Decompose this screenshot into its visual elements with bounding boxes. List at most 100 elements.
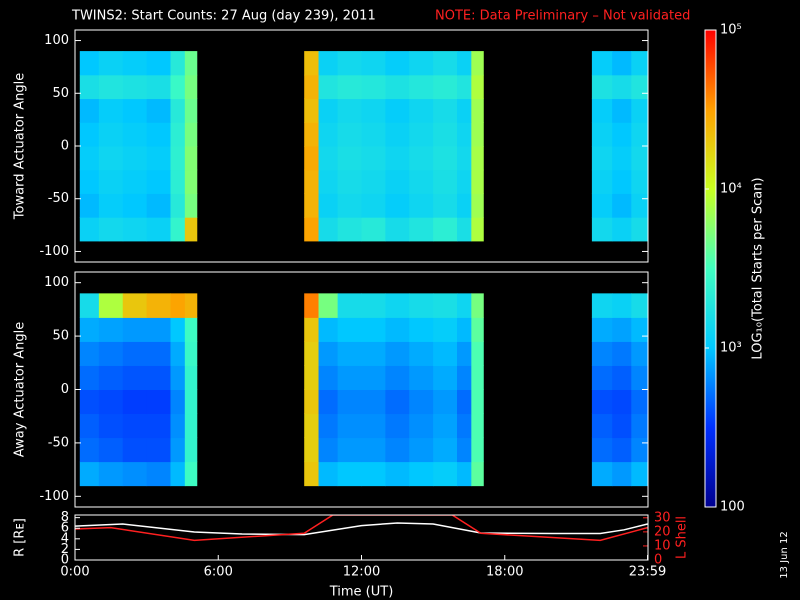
- heat-cell: [612, 437, 632, 463]
- heat-cell: [98, 98, 124, 123]
- heat-cell: [304, 98, 320, 123]
- heat-cell: [146, 169, 171, 194]
- heat-cell: [471, 169, 484, 194]
- heat-cell: [457, 74, 472, 100]
- heat-cell: [184, 217, 198, 242]
- heat-cell: [337, 317, 362, 342]
- heat-cell: [612, 365, 632, 390]
- heat-cell: [79, 365, 100, 390]
- heat-cell: [471, 146, 484, 171]
- heat-cell: [457, 51, 472, 76]
- heat-cell: [471, 74, 484, 100]
- heat-cell: [471, 51, 484, 76]
- heat-cell: [79, 193, 100, 218]
- heat-cell: [318, 317, 339, 342]
- heat-cell: [318, 461, 339, 487]
- heat-cell: [612, 293, 632, 318]
- heat-cell: [591, 461, 613, 487]
- date-stamp: 13 Jun 12: [779, 531, 790, 578]
- heat-cell: [385, 365, 410, 390]
- plot-frame: [74, 514, 649, 561]
- y-tick-label: 50: [52, 329, 69, 344]
- heat-cell: [457, 437, 472, 463]
- heat-cell: [591, 169, 613, 194]
- heat-cell: [146, 413, 171, 439]
- heat-cell: [122, 317, 148, 342]
- chart-title: TWINS2: Start Counts: 27 Aug (day 239), …: [71, 9, 376, 24]
- heat-cell: [612, 461, 632, 487]
- heat-cell: [631, 293, 649, 318]
- heat-cell: [631, 413, 649, 439]
- heat-cell: [98, 74, 124, 100]
- line-series: [75, 522, 648, 536]
- heat-cell: [591, 98, 613, 123]
- heat-cell: [184, 317, 198, 342]
- heat-cell: [361, 437, 386, 463]
- heat-cell: [409, 365, 434, 390]
- heat-cell: [385, 122, 410, 147]
- heat-cell: [79, 413, 100, 439]
- y-axis-label: Toward Actuator Angle: [13, 73, 28, 220]
- colorbar-label: LOG₁₀(Total Starts per Scan): [751, 177, 766, 359]
- heat-cell: [170, 51, 186, 76]
- heat-cell: [304, 51, 320, 76]
- heat-cell: [98, 413, 124, 439]
- heat-cell: [170, 193, 186, 218]
- heat-cell: [409, 193, 434, 218]
- heat-cell: [433, 389, 458, 415]
- heat-cell: [170, 293, 186, 318]
- heat-cell: [409, 74, 434, 100]
- heat-cell: [98, 122, 124, 147]
- heat-cell: [79, 217, 100, 242]
- heat-cell: [146, 51, 171, 76]
- heat-cell: [318, 146, 339, 171]
- heat-cell: [146, 365, 171, 390]
- y-tick-label: 50: [52, 86, 69, 101]
- plot-frame: [74, 271, 649, 508]
- heat-cell: [122, 51, 148, 76]
- heat-cell: [337, 74, 362, 100]
- heat-cell: [361, 122, 386, 147]
- y2-tick-label: 20: [654, 524, 671, 539]
- heat-cell: [457, 293, 472, 318]
- plot-frame: [74, 29, 649, 263]
- heat-cell: [433, 293, 458, 318]
- heat-cell: [304, 389, 320, 415]
- heat-cell: [146, 122, 171, 147]
- heat-cell: [361, 74, 386, 100]
- heat-cell: [304, 146, 320, 171]
- heat-cell: [612, 341, 632, 366]
- heat-cell: [591, 217, 613, 242]
- heat-cell: [471, 217, 484, 242]
- x-tick-label: 23:59: [629, 565, 666, 580]
- heat-cell: [631, 74, 649, 100]
- heat-cell: [98, 461, 124, 487]
- heat-cell: [122, 437, 148, 463]
- y-tick-label: 0: [61, 139, 69, 154]
- heat-cell: [433, 169, 458, 194]
- heat-cell: [184, 169, 198, 194]
- heat-cell: [146, 437, 171, 463]
- heat-cell: [631, 98, 649, 123]
- y2-tick-label: 0: [654, 553, 662, 568]
- heat-cell: [98, 51, 124, 76]
- heat-cell: [318, 169, 339, 194]
- heat-cell: [337, 98, 362, 123]
- heat-cell: [337, 389, 362, 415]
- heat-cell: [433, 365, 458, 390]
- heat-cell: [591, 193, 613, 218]
- heat-cell: [631, 437, 649, 463]
- heat-cell: [337, 217, 362, 242]
- heat-cell: [337, 122, 362, 147]
- heat-cell: [457, 169, 472, 194]
- heat-cell: [98, 146, 124, 171]
- heat-cell: [170, 74, 186, 100]
- heat-cell: [385, 146, 410, 171]
- heat-cell: [184, 51, 198, 76]
- heat-cell: [409, 217, 434, 242]
- heat-cell: [79, 122, 100, 147]
- heat-cell: [433, 74, 458, 100]
- heat-cell: [409, 293, 434, 318]
- heat-cell: [385, 169, 410, 194]
- heat-cell: [79, 341, 100, 366]
